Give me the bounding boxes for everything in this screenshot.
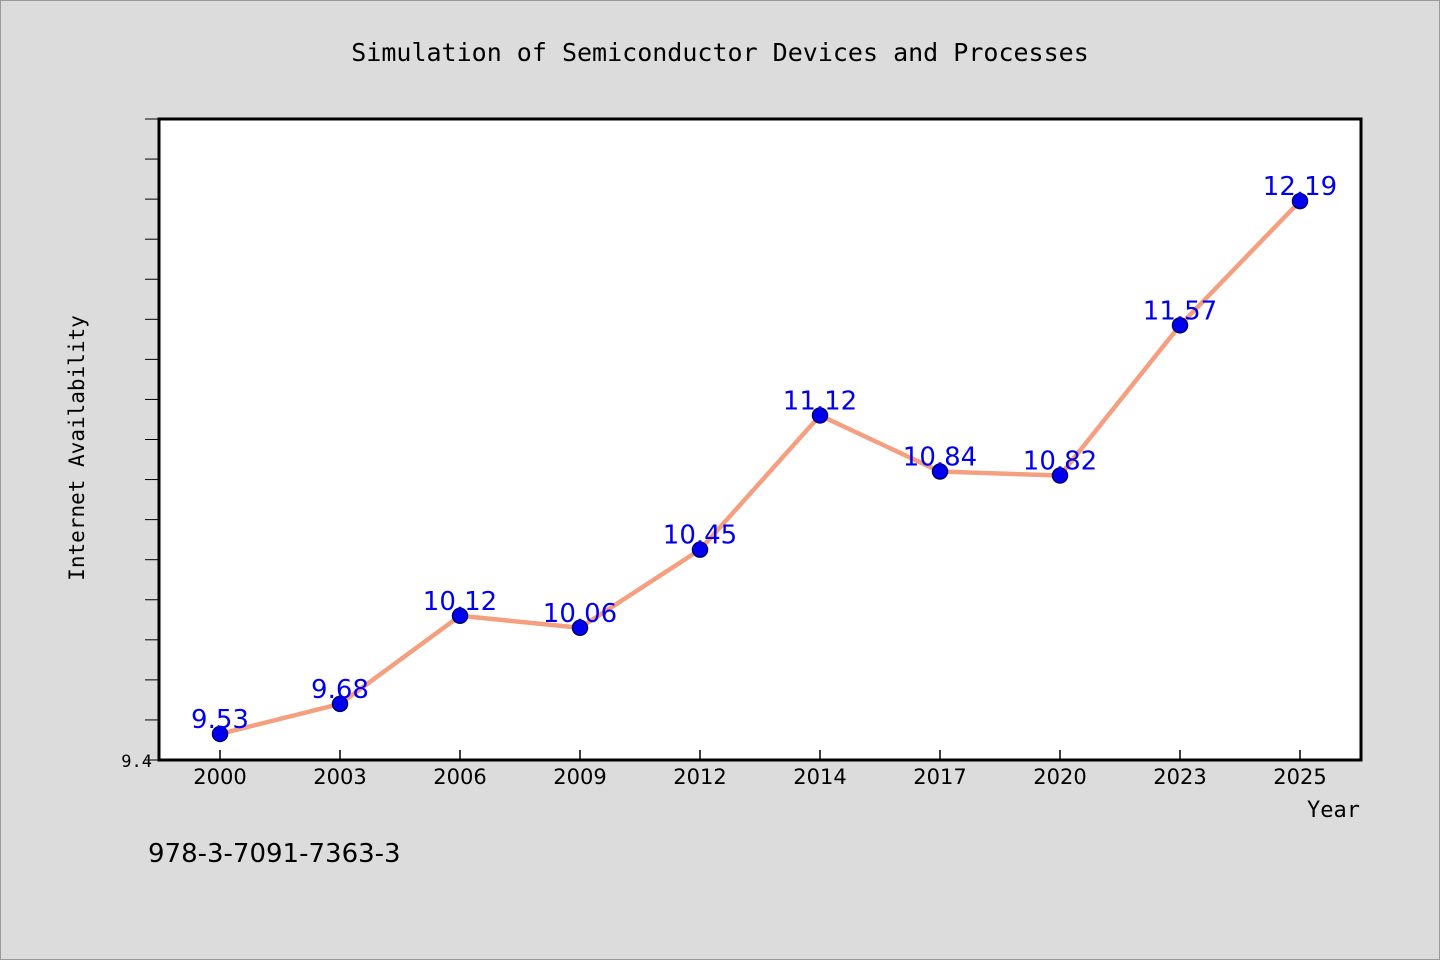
data-point [331, 695, 349, 713]
data-point [451, 607, 469, 625]
x-tick-label: 2009 [553, 765, 606, 789]
x-tick-labels: 2000 2003 2006 2009 2012 2014 2017 2020 2023 2025 [193, 765, 1326, 789]
y-axis-ticks [145, 118, 159, 761]
plot-area [157, 117, 1363, 762]
data-point [931, 463, 949, 480]
data-label: 9.53 [191, 705, 249, 735]
chart-title: Simulation of Semiconductor Devices and … [351, 38, 1089, 67]
data-markers [211, 192, 1309, 743]
x-tick-label: 2012 [673, 765, 726, 789]
data-label: 9.68 [311, 675, 369, 705]
x-tick-label: 2000 [193, 765, 246, 789]
data-label: 10.45 [663, 521, 737, 551]
y-axis-label: Internet Availability [65, 315, 89, 581]
series-line [217, 198, 1303, 737]
data-point [1171, 317, 1189, 334]
x-axis-ticks [219, 750, 1301, 760]
x-tick-label: 2003 [313, 765, 366, 789]
data-label: 11.57 [1143, 296, 1217, 326]
data-point [571, 619, 589, 637]
isbn-text: 978-3-7091-7363-3 [148, 839, 401, 869]
x-tick-label: 2006 [433, 765, 486, 789]
data-label: 10.06 [543, 599, 617, 629]
data-label: 10.84 [903, 443, 977, 473]
data-label: 10.12 [423, 587, 497, 617]
x-axis-label: Year [1307, 798, 1360, 823]
x-tick-label: 2014 [793, 765, 846, 789]
data-point [1291, 192, 1309, 210]
data-label: 10.82 [1023, 447, 1097, 477]
x-tick-label: 2020 [1033, 765, 1086, 789]
data-point [211, 725, 229, 743]
data-label: 11.12 [783, 386, 857, 416]
data-label: 12.19 [1263, 172, 1337, 202]
x-tick-label: 2025 [1273, 765, 1326, 789]
x-tick-label: 2017 [913, 765, 966, 789]
data-point [1051, 467, 1069, 484]
data-labels: 9.53 9.68 10.12 10.06 10.45 11.12 10.84 10.82 11… [191, 172, 1337, 735]
x-tick-label: 2023 [1153, 765, 1206, 789]
y-tick-label: 9.4 [121, 752, 152, 772]
data-point [811, 407, 829, 424]
data-point [691, 541, 709, 558]
